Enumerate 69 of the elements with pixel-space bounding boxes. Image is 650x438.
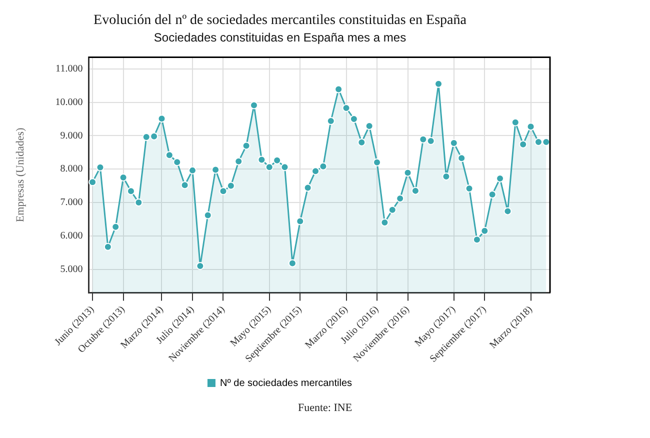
- y-axis-title: Empresas (Unidades): [14, 127, 26, 222]
- point: [326, 117, 335, 125]
- point: [519, 140, 528, 148]
- y-tick-label: 10.000: [55, 96, 83, 108]
- point: [404, 168, 412, 177]
- point: [134, 198, 143, 207]
- point: [234, 157, 243, 166]
- point: [165, 151, 174, 160]
- point: [365, 122, 374, 130]
- y-tick-label: 11.000: [56, 64, 83, 75]
- point: [319, 162, 328, 170]
- y-tick-label: 6.000: [60, 230, 83, 242]
- point: [480, 226, 489, 235]
- point: [196, 262, 204, 270]
- point: [342, 104, 350, 112]
- point: [265, 163, 274, 172]
- point: [442, 172, 450, 180]
- point: [534, 138, 542, 146]
- point: [472, 236, 481, 244]
- point: [226, 182, 235, 190]
- point: [158, 114, 166, 123]
- y-tick-label: 5.000: [60, 264, 83, 275]
- point: [142, 133, 150, 142]
- point: [104, 242, 112, 251]
- legend-label: Nº de sociedades mercantiles: [220, 378, 352, 389]
- point: [411, 186, 420, 195]
- point: [488, 190, 496, 198]
- point: [396, 194, 404, 202]
- point: [526, 122, 535, 131]
- point: [150, 132, 158, 140]
- point: [511, 118, 520, 126]
- point: [334, 85, 343, 94]
- point: [426, 137, 435, 146]
- point: [304, 184, 312, 192]
- point: [288, 259, 296, 268]
- point: [119, 173, 128, 182]
- point: [180, 181, 189, 190]
- point: [96, 163, 104, 172]
- point: [542, 138, 550, 146]
- point: [212, 166, 220, 174]
- point: [419, 135, 428, 144]
- point: [188, 166, 196, 174]
- point: [358, 138, 366, 146]
- point: [126, 187, 135, 196]
- point: [112, 222, 120, 231]
- y-tick-label: 7.000: [60, 197, 83, 208]
- y-tick-label: 8.000: [60, 164, 83, 175]
- point: [312, 167, 320, 176]
- point: [219, 187, 228, 196]
- chart-title: Evolución del nº de sociedades mercantiles constituidas en España: [94, 13, 468, 28]
- point: [450, 139, 458, 148]
- point: [458, 154, 466, 162]
- point: [258, 156, 266, 164]
- point: [296, 217, 304, 226]
- point: [350, 114, 358, 123]
- point: [242, 142, 250, 150]
- point: [250, 101, 258, 110]
- point: [465, 184, 474, 192]
- point: [504, 207, 512, 216]
- point: [204, 211, 212, 220]
- point: [280, 163, 289, 172]
- point: [88, 178, 97, 186]
- y-tick-label: 9.000: [60, 130, 83, 142]
- point: [380, 218, 389, 227]
- chart-subtitle: Sociedades constituidas en España mes a mes: [154, 30, 406, 44]
- source-note: Fuente: INE: [298, 402, 352, 414]
- point: [273, 156, 282, 164]
- point: [388, 206, 396, 214]
- point: [173, 158, 182, 166]
